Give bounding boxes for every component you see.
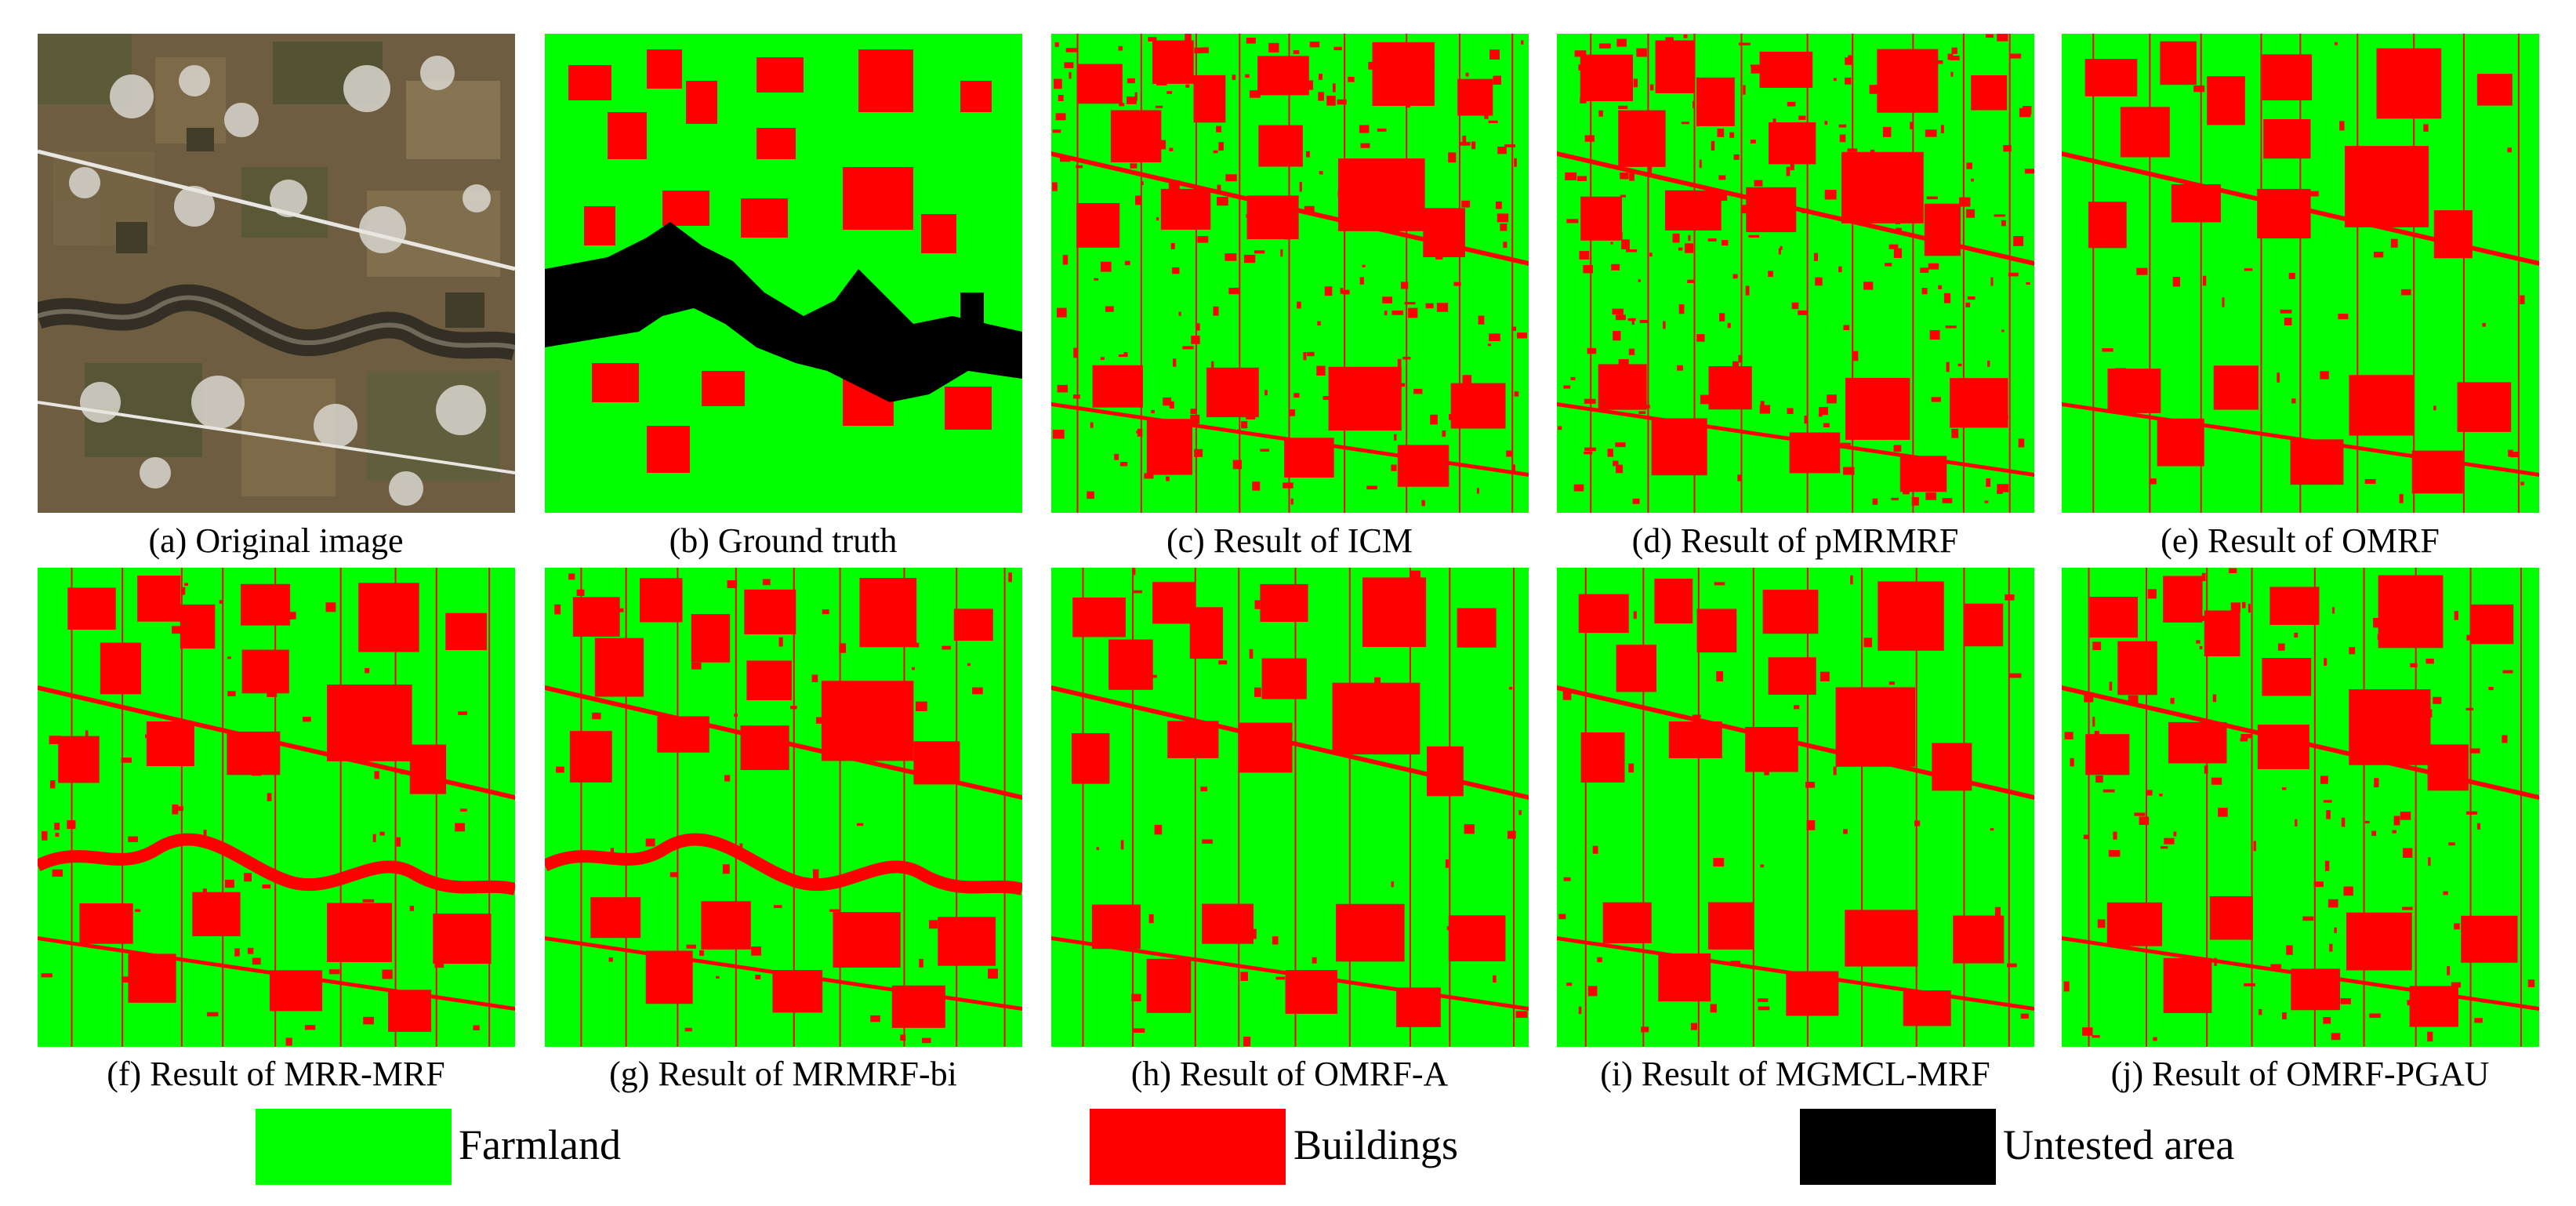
caption-f: (f) Result of MRR-MRF <box>107 1055 445 1093</box>
result-map-mrr-mrf <box>38 568 515 1047</box>
caption-a: (a) Original image <box>148 521 404 560</box>
panel-d-result-pmrmrf <box>1557 34 2034 513</box>
panel-b-ground-truth <box>545 34 1022 513</box>
panel-a-original-image <box>38 34 515 513</box>
panel-f-result-mrr-mrf <box>38 568 515 1047</box>
legend-label-farmland: Farmland <box>459 1121 621 1168</box>
caption-h: (h) Result of OMRF-A <box>1130 1055 1449 1093</box>
legend-swatch-buildings <box>1090 1109 1286 1185</box>
result-map-mgmcl-mrf <box>1557 568 2034 1047</box>
legend-swatch-farmland <box>256 1109 452 1185</box>
panel-e-result-omrf <box>2062 34 2539 513</box>
result-map-mrmrf-bi <box>545 568 1022 1047</box>
panel-h-result-omrf-a <box>1051 568 1529 1047</box>
caption-c: (c) Result of ICM <box>1166 521 1413 560</box>
caption-d: (d) Result of pMRMRF <box>1631 521 1959 560</box>
caption-b: (b) Ground truth <box>669 521 898 560</box>
caption-i: (i) Result of MGMCL-MRF <box>1600 1055 1990 1093</box>
original-image-photo <box>38 34 515 513</box>
result-map-omrf-pgau <box>2062 568 2539 1047</box>
panel-j-result-omrf-pgau <box>2062 568 2539 1047</box>
caption-e: (e) Result of OMRF <box>2161 521 2440 560</box>
legend-label-buildings: Buildings <box>1293 1121 1459 1168</box>
result-map-icm <box>1051 34 1529 513</box>
legend-label-untested-area: Untested area <box>2003 1121 2235 1168</box>
result-map-omrf-a <box>1051 568 1529 1047</box>
result-map-pmrmrf <box>1557 34 2034 513</box>
panel-c-result-icm <box>1051 34 1529 513</box>
panel-g-result-mrmrf-bi <box>545 568 1022 1047</box>
ground-truth-map <box>545 34 1022 513</box>
caption-g: (g) Result of MRMRF-bi <box>609 1055 957 1093</box>
panel-i-result-mgmcl-mrf <box>1557 568 2034 1047</box>
legend-swatch-untested-area <box>1800 1109 1996 1185</box>
result-map-omrf <box>2062 34 2539 513</box>
caption-j: (j) Result of OMRF-PGAU <box>2110 1055 2490 1093</box>
